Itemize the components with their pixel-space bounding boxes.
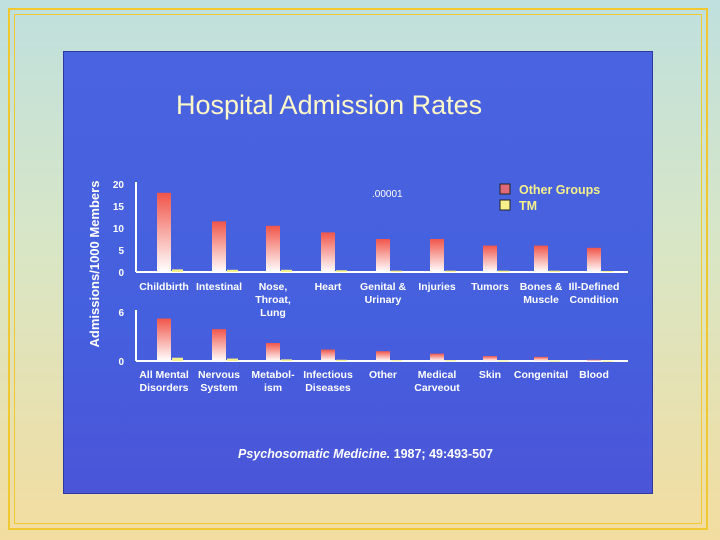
x-category-label: Metabol- bbox=[251, 369, 295, 381]
bar-tm bbox=[391, 360, 402, 362]
citation-journal: Psychosomatic Medicine. bbox=[238, 447, 391, 461]
bar-other-groups bbox=[157, 318, 171, 361]
x-category-label: Medical bbox=[418, 369, 457, 381]
bar-other-groups bbox=[212, 329, 226, 361]
bar-other-groups bbox=[483, 356, 497, 361]
bar-other-groups bbox=[376, 239, 390, 272]
x-category-label: Urinary bbox=[365, 294, 402, 306]
bar-tm bbox=[391, 270, 402, 272]
x-category-label: Carveout bbox=[414, 382, 460, 394]
bar-other-groups bbox=[321, 349, 335, 361]
bar-other-groups bbox=[534, 245, 548, 272]
citation-ref: 1987; 49:493-507 bbox=[393, 447, 494, 461]
x-category-label: Disorders bbox=[139, 382, 188, 394]
bar-tm bbox=[172, 357, 183, 361]
x-category-label: Condition bbox=[570, 294, 619, 306]
x-category-label: Bones & bbox=[520, 281, 563, 293]
bar-tm bbox=[602, 360, 613, 362]
bar-tm bbox=[602, 271, 613, 273]
bar-tm bbox=[549, 270, 560, 272]
bar-other-groups bbox=[587, 359, 601, 361]
bar-tm bbox=[281, 269, 292, 272]
x-category-label: Skin bbox=[479, 369, 501, 381]
x-category-label: Genital & bbox=[360, 281, 407, 293]
x-category-label: Other bbox=[369, 369, 397, 381]
x-category-label: Heart bbox=[315, 281, 342, 293]
y-tick-label: 20 bbox=[113, 180, 125, 191]
legend-swatch bbox=[499, 183, 511, 195]
x-category-label: Intestinal bbox=[196, 281, 242, 293]
y-tick-label: 10 bbox=[113, 224, 125, 235]
x-category-label: Tumors bbox=[471, 281, 509, 293]
bar-other-groups bbox=[157, 192, 171, 272]
x-category-label: System bbox=[200, 382, 237, 394]
x-category-label: Muscle bbox=[523, 294, 559, 306]
citation: Psychosomatic Medicine. 1987; 49:493-507 bbox=[238, 447, 493, 461]
bar-tm bbox=[227, 358, 238, 361]
x-category-label: Lung bbox=[260, 307, 286, 319]
y-tick-label: 6 bbox=[118, 308, 124, 319]
y-axis-title: Admissions/1000 Members bbox=[87, 181, 102, 348]
y-tick-label: 0 bbox=[118, 268, 124, 279]
x-category-label: Diseases bbox=[305, 382, 351, 394]
x-category-label: Blood bbox=[579, 369, 609, 381]
bar-tm bbox=[281, 359, 292, 361]
legend-swatch bbox=[499, 199, 511, 211]
bar-tm bbox=[336, 359, 347, 361]
bar-tm bbox=[498, 360, 509, 362]
bar-other-groups bbox=[483, 245, 497, 272]
legend-label: TM bbox=[519, 199, 537, 213]
annotation-p-value: .00001 bbox=[372, 189, 403, 200]
x-category-label: Throat, bbox=[255, 294, 291, 306]
y-tick-label: 0 bbox=[118, 357, 124, 368]
bar-tm bbox=[445, 360, 456, 362]
bar-other-groups bbox=[321, 232, 335, 272]
bar-tm bbox=[549, 360, 560, 362]
x-category-label: Nose, bbox=[259, 281, 288, 293]
bar-tm bbox=[227, 269, 238, 272]
bar-other-groups bbox=[534, 356, 548, 361]
y-tick-label: 15 bbox=[113, 202, 125, 213]
y-tick-label: 5 bbox=[118, 246, 124, 257]
bar-other-groups bbox=[266, 343, 280, 361]
x-category-label: ism bbox=[264, 382, 282, 394]
x-category-label: Ill-Defined bbox=[569, 281, 620, 293]
bar-other-groups bbox=[376, 351, 390, 361]
x-category-label: Injuries bbox=[418, 281, 456, 293]
bar-other-groups bbox=[587, 247, 601, 272]
slide-frame-outer bbox=[8, 8, 708, 530]
bar-tm bbox=[336, 270, 347, 272]
slide-frame-inner bbox=[14, 14, 702, 524]
bar-other-groups bbox=[266, 225, 280, 272]
x-category-label: Congenital bbox=[514, 369, 568, 381]
bar-tm bbox=[445, 270, 456, 272]
x-category-label: Infectious bbox=[303, 369, 353, 381]
bar-tm bbox=[498, 270, 509, 272]
bar-other-groups bbox=[430, 239, 444, 272]
x-category-label: All Mental bbox=[139, 369, 189, 381]
x-category-label: Nervous bbox=[198, 369, 240, 381]
x-category-label: Childbirth bbox=[139, 281, 189, 293]
bar-tm bbox=[172, 269, 183, 272]
legend-label: Other Groups bbox=[519, 183, 600, 197]
bar-other-groups bbox=[212, 221, 226, 272]
bar-other-groups bbox=[430, 353, 444, 361]
chart-title: Hospital Admission Rates bbox=[176, 90, 483, 120]
